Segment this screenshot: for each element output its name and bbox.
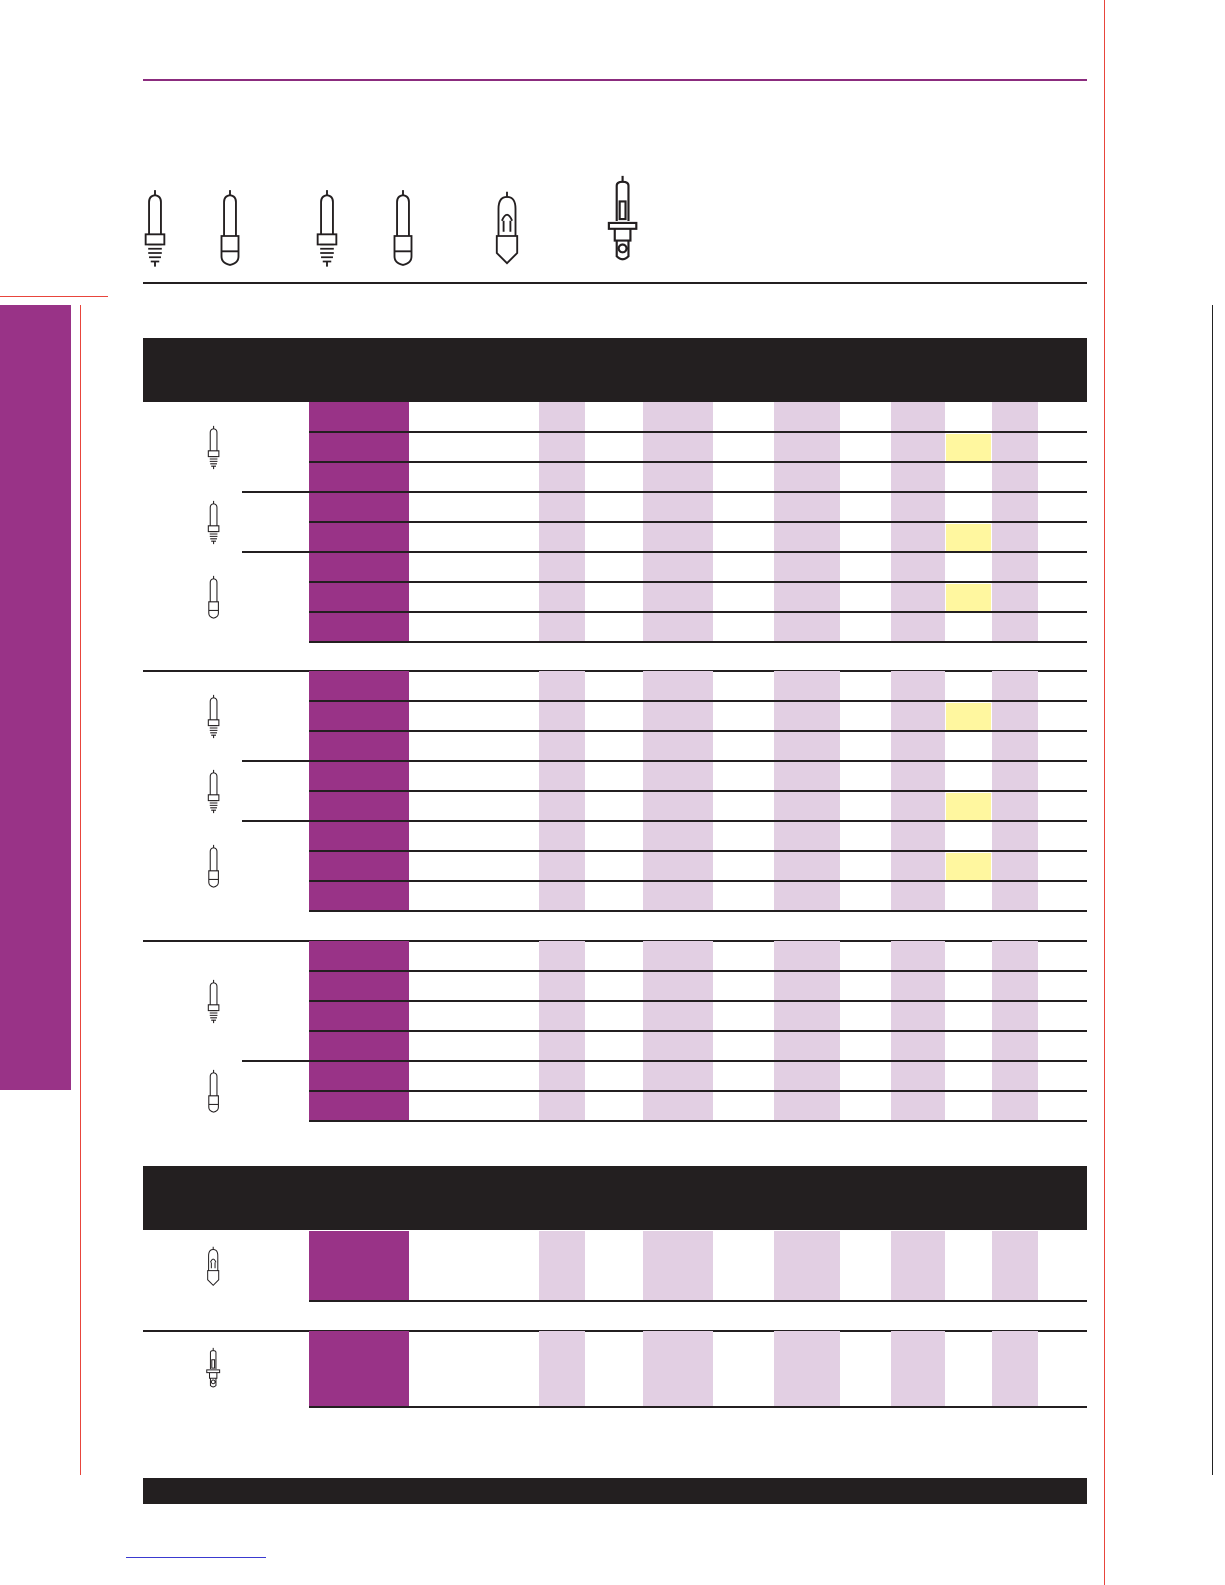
section-top-rule [143,670,1087,672]
footer-bar [143,1478,1087,1504]
highlight-cell [946,524,991,552]
shaded-column [539,1331,585,1406]
section-top-rule [143,940,1087,942]
sku-column [309,1331,409,1406]
row-rule [309,910,1087,912]
mini-bayonet-globe-bulb-icon [204,1243,222,1294]
shaded-column [992,1231,1038,1300]
shaded-column [891,1331,945,1406]
row-rule [309,1120,1087,1122]
bottom-trim-line [126,1557,266,1558]
table-header-bar-2 [143,1166,1087,1230]
row-rule [309,970,1087,972]
row-rule [309,850,1087,852]
highlight-cell [946,793,991,821]
highlight-cell [946,434,991,462]
mini-candelabra-bulb-icon [204,498,223,551]
row-rule [309,641,1087,643]
row-rule [309,1406,1087,1408]
shaded-column [774,1331,840,1406]
group-rule [242,1060,309,1062]
group-rule [242,551,309,553]
far-right-tick [1212,305,1213,1475]
side-tab [0,305,71,1090]
right-trim-line [1104,0,1105,1585]
group-rule [242,820,309,822]
group-rule [242,760,309,762]
mini-bayonet-globe-bulb-icon [490,185,524,275]
h-type-bulb-icon [204,1346,222,1397]
group-rule [242,491,309,493]
bayonet-bulb-icon [386,185,420,275]
shaded-column [992,1331,1038,1406]
sku-column [309,1231,409,1300]
section-top-rule [143,1330,1087,1332]
shaded-column [643,1231,713,1300]
header-icons-rule [143,282,1087,284]
highlight-cell [946,703,991,731]
row-rule [309,760,1087,762]
shaded-column [643,1331,713,1406]
highlight-cell [946,853,991,881]
row-rule [309,461,1087,463]
row-rule [309,880,1087,882]
top-rule [143,79,1087,81]
row-rule [309,551,1087,553]
bayonet-bulb-icon [204,1067,223,1120]
shaded-column [891,1231,945,1300]
row-rule [309,1090,1087,1092]
mini-candelabra-bulb-icon [204,692,223,745]
highlight-cell [946,584,991,612]
row-rule [309,491,1087,493]
row-rule [309,1030,1087,1032]
left-margin-line [80,305,81,1475]
mini-candelabra-bulb-icon [138,185,172,275]
row-rule [309,730,1087,732]
row-rule [309,700,1087,702]
mini-candelabra-bulb-icon [204,977,223,1030]
bayonet-bulb-icon [213,185,247,275]
row-rule [309,790,1087,792]
row-rule [309,1300,1087,1302]
row-rule [309,581,1087,583]
row-rule [309,820,1087,822]
bayonet-bulb-icon [204,842,223,895]
row-rule [309,431,1087,433]
h-type-bulb-icon [603,172,642,275]
shaded-column [774,1231,840,1300]
table-header-bar [143,338,1087,402]
mini-candelabra-bulb-icon [204,767,223,820]
shaded-column [539,1231,585,1300]
row-rule [309,521,1087,523]
row-rule [309,611,1087,613]
mini-candelabra-bulb-icon [204,423,223,476]
mini-candelabra-bulb-icon [310,185,344,275]
left-trim-line [0,296,108,297]
row-rule [309,1060,1087,1062]
bayonet-bulb-icon [204,573,223,626]
row-rule [309,1000,1087,1002]
